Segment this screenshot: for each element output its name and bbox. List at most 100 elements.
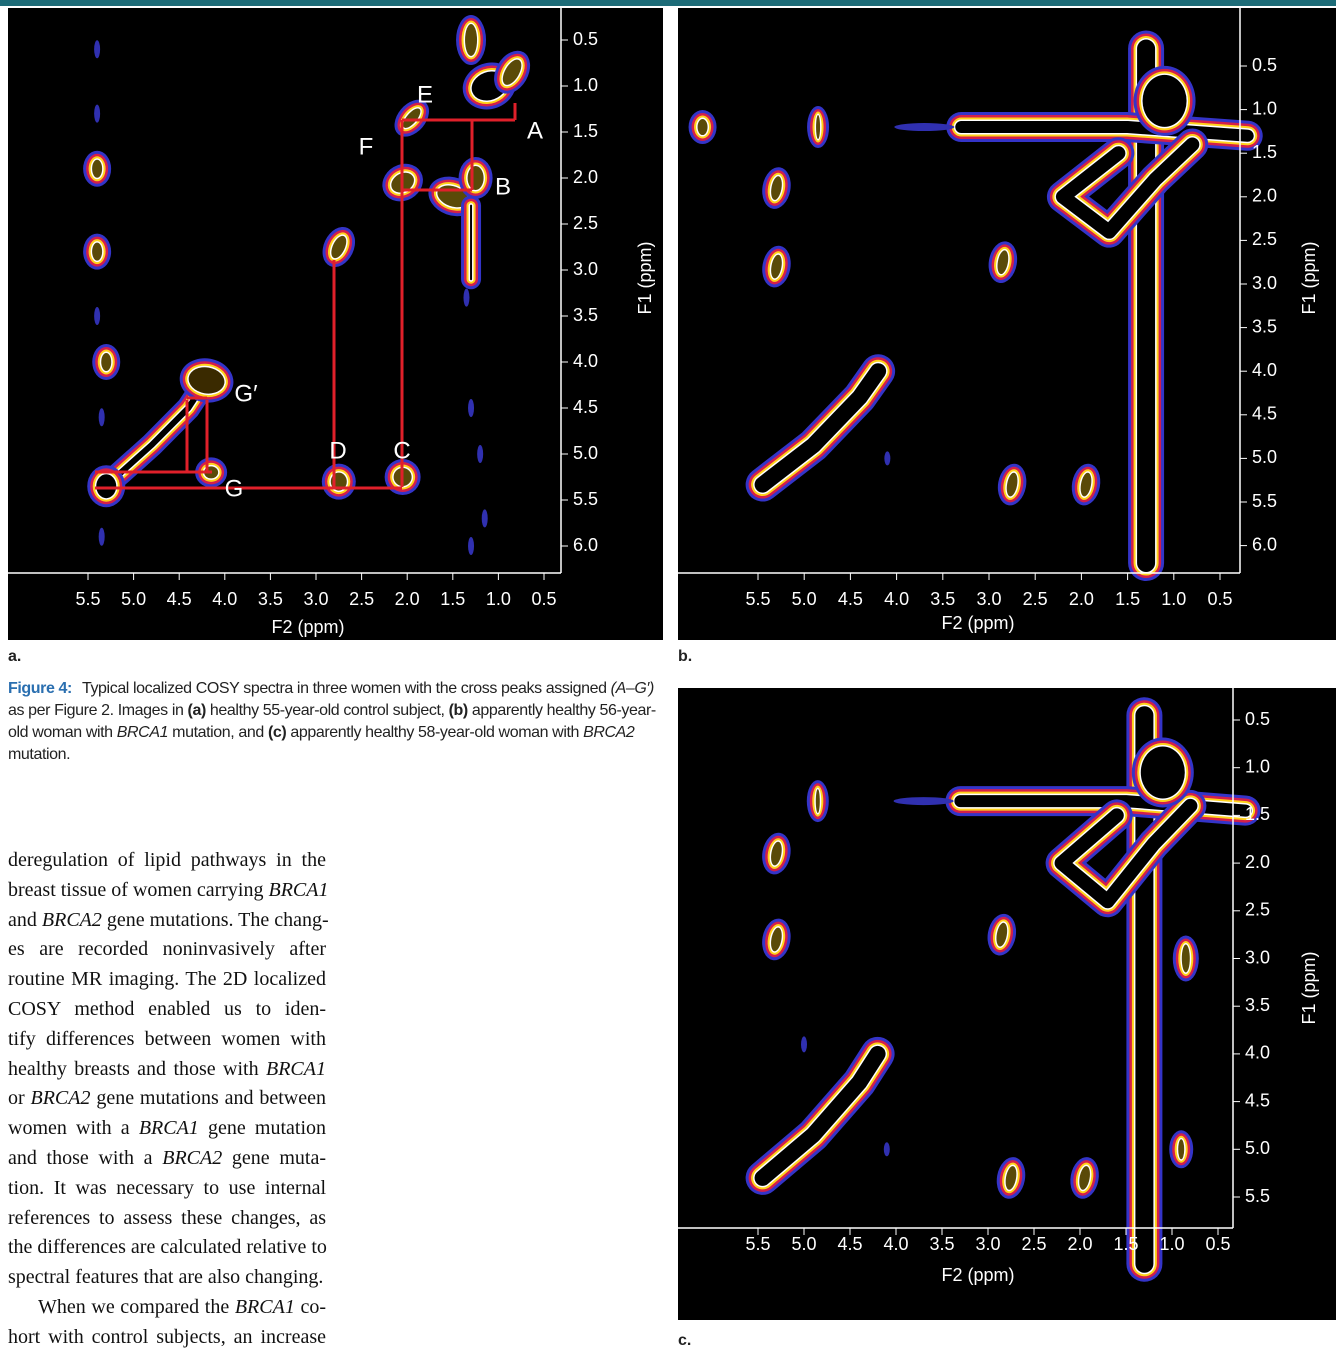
contour: [1178, 1139, 1184, 1159]
x-tick-label: 4.5: [167, 589, 192, 609]
spectrum-panel: ABCDEFGG′0.51.01.52.02.53.03.54.04.55.05…: [8, 8, 663, 640]
text-line: deregulation of lipid pathways in the: [8, 846, 326, 876]
x-tick-label: 1.5: [1115, 589, 1140, 609]
peak-label: G: [225, 475, 244, 502]
x-tick-label: 1.5: [440, 589, 465, 609]
text-line: tify differences between women with: [8, 1025, 326, 1055]
x-tick-label: 0.5: [1205, 1234, 1230, 1254]
x-tick-label: 5.5: [75, 589, 100, 609]
text-run: gene mutation: [199, 1117, 326, 1139]
x-tick-label: 4.5: [838, 589, 863, 609]
page: Figure 4:Typical localized COSY spectra …: [0, 0, 1336, 1357]
y-tick-label: 6.0: [573, 535, 598, 555]
caption-run: (A–G′): [611, 680, 654, 697]
peak-label: F: [359, 133, 374, 160]
y-tick-label: 5.0: [573, 443, 598, 463]
y-tick-label: 2.5: [1252, 229, 1277, 249]
text-line: spectral features that are also changing…: [8, 1263, 326, 1293]
text-run: BRCA1: [268, 879, 328, 901]
contour: [816, 789, 820, 813]
y-tick-label: 2.0: [1245, 852, 1270, 872]
text-line: routine MR imaging. The 2D localized: [8, 965, 326, 995]
y-tick-label: 5.5: [573, 489, 598, 509]
contour: [894, 123, 954, 131]
x-tick-label: 2.0: [1069, 589, 1094, 609]
x-tick-label: 1.0: [1159, 1234, 1184, 1254]
y-axis-label: F1 (ppm): [1299, 241, 1319, 314]
text-run: es are recorded noninvasively after: [8, 938, 326, 960]
text-line: the differences are calculated relative …: [8, 1233, 326, 1263]
x-tick-label: 3.5: [929, 1234, 954, 1254]
text-line: tion. It was necessary to use internal: [8, 1174, 326, 1204]
y-axis-label: F1 (ppm): [635, 241, 655, 314]
y-tick-label: 1.0: [1252, 98, 1277, 118]
caption-run: BRCA2: [583, 724, 634, 741]
contour: [101, 353, 111, 371]
text-line: hort with control subjects, an increase: [8, 1323, 326, 1353]
spectrum-panel: 0.51.01.52.02.53.03.54.04.55.05.56.05.55…: [678, 8, 1336, 640]
caption-run: BRCA1: [117, 724, 168, 741]
x-tick-label: 2.5: [349, 589, 374, 609]
text-run: gene mutations. The chang-: [102, 909, 329, 931]
y-tick-label: 3.0: [1245, 947, 1270, 967]
contour: [92, 160, 102, 178]
text-line: COSY method enabled us to iden-: [8, 995, 326, 1025]
contour: [816, 115, 820, 139]
caption-run: healthy 55-year-old control subject,: [206, 702, 449, 719]
contour: [884, 451, 890, 465]
x-tick-label: 5.5: [745, 589, 770, 609]
y-tick-label: 0.5: [573, 29, 598, 49]
x-axis-label: F2 (ppm): [941, 613, 1014, 633]
y-tick-label: 5.0: [1245, 1138, 1270, 1158]
y-tick-label: 3.5: [573, 305, 598, 325]
contour: [884, 1142, 890, 1156]
y-tick-label: 5.0: [1252, 447, 1277, 467]
x-tick-label: 0.5: [1207, 589, 1232, 609]
contour: [94, 40, 100, 58]
contour: [463, 289, 469, 307]
text-run: BRCA1: [235, 1296, 295, 1318]
caption-run: apparently healthy 58-year-old woman wit…: [286, 724, 583, 741]
x-tick-label: 0.5: [531, 589, 556, 609]
x-tick-label: 3.0: [976, 589, 1001, 609]
x-tick-label: 2.0: [395, 589, 420, 609]
x-tick-label: 4.0: [883, 1234, 908, 1254]
contour: [94, 105, 100, 123]
text-line: es are recorded noninvasively after: [8, 935, 326, 965]
peak-label: E: [417, 81, 433, 108]
y-tick-label: 4.0: [573, 351, 598, 371]
text-run: healthy breasts and those with: [8, 1058, 266, 1080]
y-tick-label: 4.5: [573, 397, 598, 417]
text-run: hort with control subjects, an increase: [8, 1326, 326, 1348]
y-tick-label: 1.0: [573, 75, 598, 95]
y-tick-label: 1.0: [1245, 756, 1270, 776]
text-run: tion. It was necessary to use internal: [8, 1177, 326, 1199]
y-tick-label: 3.0: [1252, 273, 1277, 293]
y-tick-label: 6.0: [1252, 534, 1277, 554]
caption-run: as per Figure 2. Images in: [8, 702, 188, 719]
x-tick-label: 5.5: [745, 1234, 770, 1254]
contour: [99, 408, 105, 426]
x-tick-label: 5.0: [791, 1234, 816, 1254]
y-tick-label: 5.5: [1245, 1186, 1270, 1206]
text-run: gene mutations and between: [91, 1087, 327, 1109]
x-tick-label: 3.5: [930, 589, 955, 609]
x-tick-label: 1.0: [1161, 589, 1186, 609]
text-line: healthy breasts and those with BRCA1: [8, 1055, 326, 1085]
peak-label: G′: [234, 380, 258, 407]
peak-label: A: [527, 117, 543, 144]
y-tick-label: 2.0: [573, 167, 598, 187]
spectrum: [759, 715, 1246, 1264]
text-run: the differences are calculated relative …: [8, 1236, 327, 1258]
text-run: BRCA2: [42, 909, 102, 931]
spectrum: [83, 15, 537, 555]
text-run: BRCA1: [139, 1117, 199, 1139]
top-bar: [0, 0, 1336, 6]
x-tick-label: 4.5: [837, 1234, 862, 1254]
text-run: BRCA2: [162, 1147, 222, 1169]
contour: [1143, 75, 1187, 127]
y-tick-label: 1.5: [573, 121, 598, 141]
x-tick-label: 3.5: [258, 589, 283, 609]
text-run: breast tissue of women carrying: [8, 879, 268, 901]
